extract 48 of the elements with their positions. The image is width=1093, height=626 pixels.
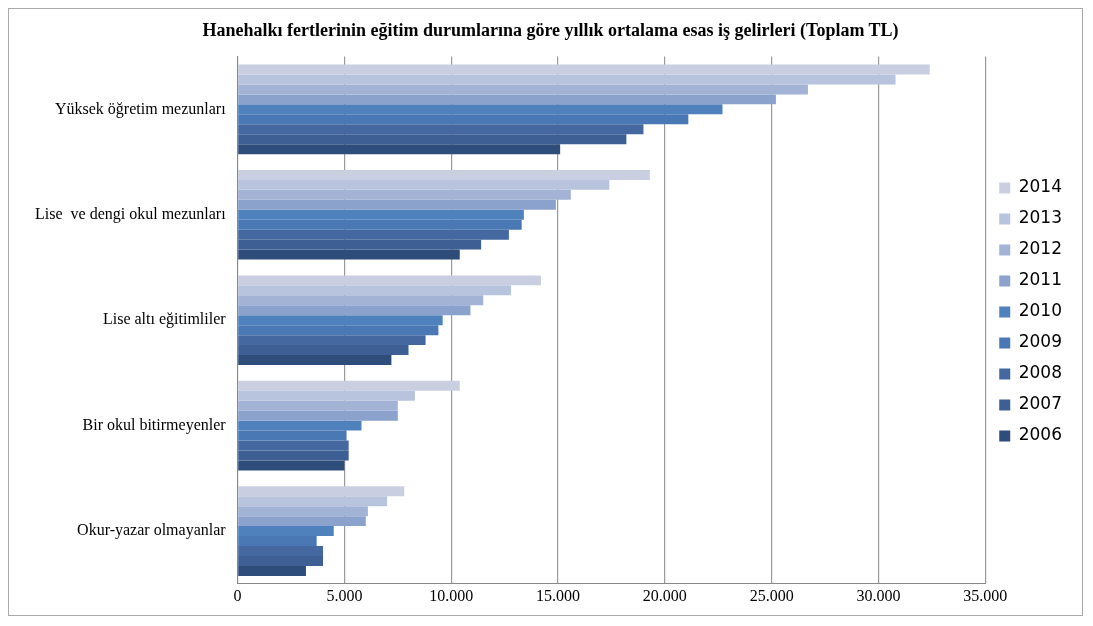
x-tick-label: 15.000 [536, 586, 581, 604]
legend-label: 2008 [1018, 362, 1062, 383]
bar [238, 74, 896, 85]
x-tick-label: 30.000 [856, 586, 901, 604]
legend-label: 2011 [1018, 269, 1062, 290]
legend-label: 2014 [1018, 176, 1062, 197]
bar [238, 144, 561, 155]
bar [238, 400, 398, 411]
x-tick-label: 5.000 [326, 586, 363, 604]
bar [238, 295, 484, 306]
bar [238, 380, 460, 391]
bar [238, 496, 388, 507]
bar [238, 390, 415, 401]
bar [238, 249, 460, 260]
bar [238, 189, 571, 200]
y-tick-label: Bir okul bitirmeyenler [82, 415, 227, 434]
x-tick-label: 25.000 [749, 586, 794, 604]
bar [238, 460, 345, 471]
legend-label: 2012 [1018, 238, 1062, 259]
y-tick-label: Lise ve dengi okul mezunları [35, 204, 227, 223]
x-tick-label: 20.000 [642, 586, 687, 604]
legend-label: 2009 [1018, 331, 1062, 352]
bar [238, 169, 650, 180]
bar [238, 305, 471, 316]
x-tick-label: 35.000 [963, 586, 1008, 604]
bar [238, 285, 512, 296]
bar [238, 410, 398, 421]
legend-label: 2010 [1018, 300, 1062, 321]
bar [238, 84, 808, 95]
bar [238, 199, 556, 210]
bar [238, 506, 368, 517]
y-tick-label: Lise altı eğitimliler [102, 310, 227, 329]
legend-label: 2007 [1018, 393, 1062, 414]
bar [238, 94, 776, 105]
bar [238, 275, 541, 286]
bar [238, 355, 392, 366]
y-tick-label: Yüksek öğretim mezunları [54, 99, 227, 118]
chart-title: Hanehalkı fertlerinin eğitim durumlarına göre yıllık ortalama esas iş gelirleri (Toplam TL) [202, 20, 899, 42]
y-tick-label: Okur-yazar olmayanlar [77, 521, 227, 540]
bar [238, 64, 930, 75]
bar [238, 486, 405, 497]
x-tick-label: 0 [233, 586, 242, 604]
x-tick-label: 10.000 [429, 586, 474, 604]
legend-label: 2013 [1018, 207, 1062, 228]
legend-label: 2006 [1018, 424, 1062, 445]
bar [238, 179, 610, 190]
bar [238, 565, 306, 576]
bar [238, 516, 366, 527]
